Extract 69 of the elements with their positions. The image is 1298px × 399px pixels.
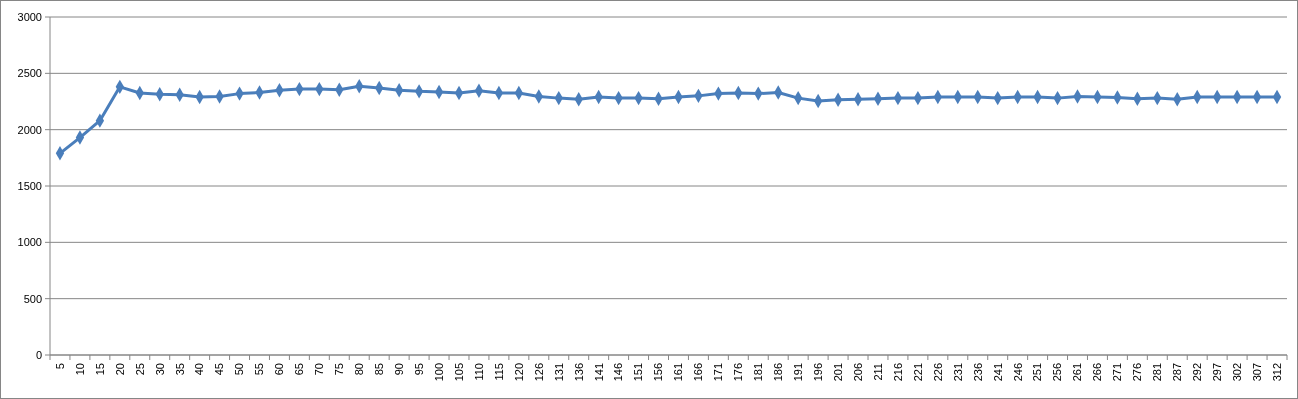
x-tick-label: 297: [1211, 363, 1224, 382]
x-tick-label: 271: [1111, 363, 1124, 382]
x-tick-label: 226: [931, 363, 944, 382]
x-tick-label: 307: [1250, 363, 1263, 382]
x-tick-label: 126: [532, 363, 545, 382]
x-tick-label: 45: [213, 363, 226, 376]
x-tick-label: 70: [313, 363, 326, 376]
x-tick-label: 136: [572, 363, 585, 382]
x-tick-label: 151: [632, 363, 645, 382]
x-tick-label: 40: [193, 363, 206, 376]
x-tick-label: 5: [53, 363, 66, 370]
x-tick-label: 211: [871, 363, 884, 381]
x-tick-label: 312: [1270, 363, 1283, 382]
x-tick-label: 241: [991, 363, 1004, 382]
x-tick-label: 161: [672, 363, 685, 382]
x-tick-label: 20: [113, 363, 126, 376]
x-tick-label: 146: [612, 363, 625, 382]
x-tick-label: 156: [652, 363, 665, 382]
y-tick-label: 3000: [17, 10, 42, 23]
y-tick-label: 1500: [17, 179, 42, 192]
x-tick-label: 15: [93, 363, 106, 376]
x-tick-label: 266: [1091, 363, 1104, 382]
y-tick-label: 500: [23, 292, 42, 305]
y-tick-label: 2000: [17, 123, 42, 136]
x-tick-label: 216: [891, 363, 904, 382]
x-tick-label: 35: [173, 363, 186, 376]
x-tick-label: 85: [373, 363, 386, 376]
x-tick-label: 90: [393, 363, 405, 376]
x-tick-label: 246: [1011, 363, 1024, 382]
x-tick-label: 281: [1151, 363, 1164, 382]
x-tick-label: 256: [1051, 363, 1064, 382]
x-tick-label: 10: [73, 363, 86, 376]
x-tick-label: 221: [911, 363, 924, 382]
x-tick-label: 75: [333, 363, 346, 376]
x-tick-label: 171: [712, 363, 725, 382]
x-tick-label: 25: [133, 363, 146, 376]
x-tick-label: 100: [432, 363, 445, 382]
x-tick-label: 231: [951, 363, 964, 382]
x-tick-label: 80: [353, 363, 366, 376]
x-tick-label: 191: [792, 363, 805, 382]
x-tick-label: 206: [851, 363, 864, 382]
x-tick-label: 95: [412, 363, 425, 376]
x-tick-label: 141: [592, 363, 605, 382]
y-tick-label: 2500: [17, 67, 42, 80]
x-tick-label: 181: [752, 363, 765, 382]
x-tick-label: 65: [293, 363, 306, 376]
x-tick-label: 261: [1071, 363, 1084, 382]
x-tick-label: 105: [452, 363, 465, 382]
x-tick-label: 115: [492, 363, 505, 381]
x-tick-label: 55: [253, 363, 266, 376]
x-tick-label: 201: [831, 363, 844, 382]
y-tick-label: 0: [35, 348, 42, 361]
y-tick-label: 1000: [17, 236, 42, 249]
x-tick-label: 30: [153, 363, 166, 376]
x-tick-label: 251: [1031, 363, 1044, 382]
x-tick-label: 236: [971, 363, 984, 382]
x-tick-label: 176: [732, 363, 745, 382]
x-tick-label: 292: [1191, 363, 1204, 382]
x-tick-label: 120: [512, 363, 525, 382]
x-tick-label: 287: [1171, 363, 1184, 382]
x-tick-label: 50: [233, 363, 246, 376]
x-tick-label: 186: [772, 363, 785, 382]
x-tick-label: 110: [472, 363, 485, 381]
x-tick-label: 302: [1230, 363, 1243, 382]
x-tick-label: 166: [692, 363, 705, 382]
x-tick-label: 131: [552, 363, 565, 382]
x-tick-label: 196: [811, 363, 824, 382]
x-tick-label: 276: [1131, 363, 1144, 382]
x-tick-label: 60: [273, 363, 286, 376]
